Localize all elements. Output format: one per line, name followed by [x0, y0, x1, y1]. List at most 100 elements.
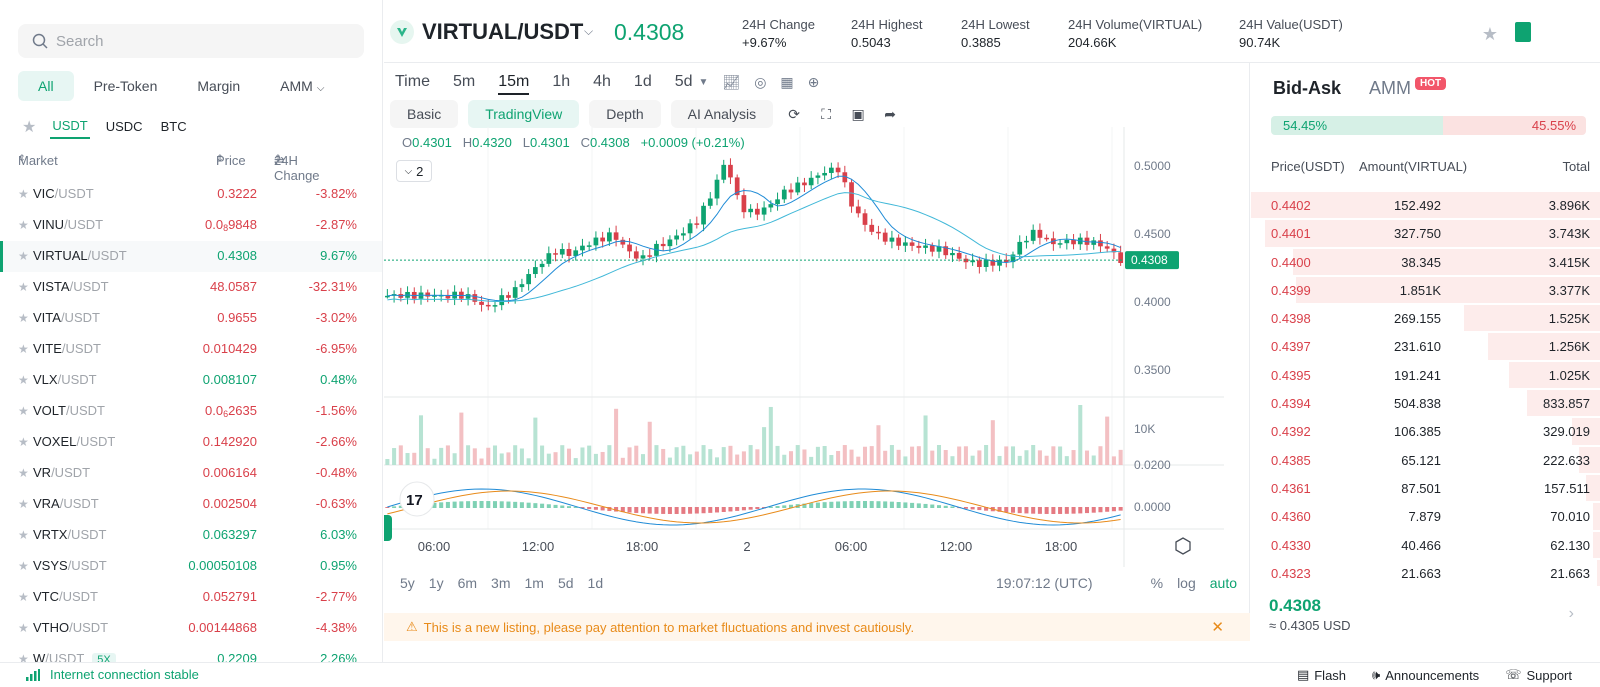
- market-row[interactable]: ★ VR/USDT 0.006164 -0.48%: [0, 458, 382, 489]
- tab-amm[interactable]: AMM HOT: [1369, 77, 1447, 99]
- timeframe-1d[interactable]: 1d: [633, 73, 652, 90]
- chevron-down-icon[interactable]: ⌵: [584, 24, 594, 38]
- favorite-star-icon[interactable]: ★: [18, 280, 29, 294]
- range-5d[interactable]: 5d: [557, 575, 574, 591]
- scale-percent[interactable]: %: [1150, 575, 1164, 591]
- ask-row[interactable]: 0.4399 1.851K 3.377K: [1251, 276, 1600, 304]
- candlestick-chart[interactable]: 0.4308 0.3500 0.4000 0.4500 0.5000 10K 0.0200 0…: [384, 127, 1250, 567]
- quote-tab-btc[interactable]: BTC: [160, 119, 187, 134]
- ask-row[interactable]: 0.4330 40.466 62.130: [1251, 531, 1600, 559]
- range-1m[interactable]: 1m: [524, 575, 544, 591]
- range-5y[interactable]: 5y: [400, 575, 415, 591]
- ask-row[interactable]: 0.4397 231.610 1.256K: [1251, 332, 1600, 360]
- quote-tab-usdc[interactable]: USDC: [105, 119, 143, 134]
- view-basic[interactable]: Basic: [390, 100, 459, 128]
- favorites-star-icon[interactable]: ★: [22, 118, 37, 136]
- favorite-star-icon[interactable]: ★: [18, 652, 29, 662]
- view-depth[interactable]: Depth: [589, 100, 661, 128]
- favorite-star-icon[interactable]: ★: [18, 404, 29, 418]
- favorite-star-icon[interactable]: ★: [18, 342, 29, 356]
- announcements-link[interactable]: 🕪︎ Announcements: [1372, 667, 1479, 683]
- caret-down-icon[interactable]: ▼: [698, 76, 709, 88]
- timeframe-15m[interactable]: 15m: [498, 73, 530, 95]
- favorite-star-icon[interactable]: ★: [18, 497, 29, 511]
- ask-row[interactable]: 0.4400 38.345 3.415K: [1251, 248, 1600, 276]
- market-row[interactable]: ★ VSYS/USDT 0.00050108 0.95%: [0, 551, 382, 582]
- timeframe-time[interactable]: Time: [395, 73, 430, 90]
- view-ai-analysis[interactable]: AI Analysis: [670, 100, 774, 128]
- ask-row[interactable]: 0.4395 191.241 1.025K: [1251, 361, 1600, 389]
- favorite-star-icon[interactable]: ★: [18, 435, 29, 449]
- favorite-star-icon[interactable]: ★: [18, 187, 29, 201]
- favorite-star-icon[interactable]: ★: [18, 621, 29, 635]
- market-row[interactable]: ★ VRA/USDT 0.002504 -0.63%: [0, 489, 382, 520]
- range-3m[interactable]: 3m: [491, 575, 511, 591]
- tab-margin[interactable]: Margin: [197, 78, 241, 94]
- close-icon[interactable]: ✕: [1211, 619, 1224, 636]
- timeframe-4h[interactable]: 4h: [593, 73, 611, 90]
- market-row[interactable]: ★ VOLT/USDT 0.062635 -1.56%: [0, 396, 382, 427]
- tab-all[interactable]: All: [18, 71, 74, 101]
- market-row[interactable]: ★ VLX/USDT 0.008107 0.48%: [0, 365, 382, 396]
- scale-auto[interactable]: auto: [1209, 575, 1237, 591]
- share-icon[interactable]: ➦: [884, 105, 896, 122]
- scale-log[interactable]: log: [1177, 575, 1196, 591]
- favorite-star-icon[interactable]: ★: [18, 218, 29, 232]
- ask-row[interactable]: 0.4323 21.663 21.663: [1251, 559, 1600, 587]
- panel-collapse-handle[interactable]: [384, 515, 392, 541]
- chart-type-icon[interactable]: 📈︎: [722, 73, 741, 90]
- favorite-star-icon[interactable]: ★: [18, 249, 29, 263]
- ask-row[interactable]: 0.4385 65.121 222.633: [1251, 446, 1600, 474]
- favorite-star-icon[interactable]: ★: [18, 559, 29, 573]
- market-row[interactable]: ★ VINU/USDT 0.089848 -2.87%: [0, 210, 382, 241]
- pair-symbol[interactable]: VIRTUAL/USDT: [422, 19, 584, 44]
- market-row[interactable]: ★ VOXEL/USDT 0.142920 -2.66%: [0, 427, 382, 458]
- market-search-input[interactable]: Search: [18, 24, 364, 58]
- range-6m[interactable]: 6m: [457, 575, 478, 591]
- chevron-right-icon[interactable]: ›: [1568, 605, 1574, 622]
- favorite-star-icon[interactable]: ★: [18, 466, 29, 480]
- ask-row[interactable]: 0.4402 152.492 3.896K: [1251, 191, 1600, 219]
- tab-amm[interactable]: AMM ⌵: [260, 71, 344, 101]
- ask-row[interactable]: 0.4394 504.838 833.857: [1251, 389, 1600, 417]
- book-icon[interactable]: [1515, 22, 1531, 42]
- layout-icon[interactable]: ▣: [851, 105, 865, 122]
- timeframe-5m[interactable]: 5m: [452, 73, 476, 90]
- market-row[interactable]: ★ VITE/USDT 0.010429 -6.95%: [0, 334, 382, 365]
- support-link[interactable]: ☏ Support: [1505, 667, 1572, 683]
- favorite-star-icon[interactable]: ★: [18, 528, 29, 542]
- market-row[interactable]: ★ VIC/USDT 0.3222 -3.82%: [0, 179, 382, 210]
- ask-row[interactable]: 0.4398 269.155 1.525K: [1251, 304, 1600, 332]
- fullscreen-icon[interactable]: ⛶: [821, 105, 832, 122]
- market-row[interactable]: ★ VTC/USDT 0.052791 -2.77%: [0, 582, 382, 613]
- ask-row[interactable]: 0.4392 106.385 329.019: [1251, 417, 1600, 445]
- market-row[interactable]: ★ VRTX/USDT 0.063297 6.03%: [0, 520, 382, 551]
- market-row[interactable]: ★ VTHO/USDT 0.00144868 -4.38%: [0, 613, 382, 644]
- quote-tab-usdt[interactable]: USDT: [50, 114, 90, 139]
- timeframe-1h[interactable]: 1h: [552, 73, 571, 90]
- tab-bid-ask[interactable]: Bid-Ask: [1273, 77, 1342, 98]
- ask-row[interactable]: 0.4360 7.879 70.010: [1251, 502, 1600, 530]
- tab-pre-token[interactable]: Pre-Token: [93, 78, 158, 94]
- ask-row[interactable]: 0.4361 87.501 157.511: [1251, 474, 1600, 502]
- range-1y[interactable]: 1y: [428, 575, 444, 591]
- market-row[interactable]: ★ W/USDT 5X 0.2209 2.26%: [0, 644, 382, 662]
- indicator-icon[interactable]: ◎: [754, 73, 767, 90]
- favorite-star-icon[interactable]: ★: [18, 590, 29, 604]
- market-row[interactable]: ★ VIRTUAL/USDT 0.4308 9.67%: [0, 241, 382, 272]
- favorite-star-icon[interactable]: ★: [18, 373, 29, 387]
- range-1d[interactable]: 1d: [587, 575, 604, 591]
- ask-row[interactable]: 0.4401 327.750 3.743K: [1251, 219, 1600, 247]
- favorite-star-icon[interactable]: ★: [1481, 24, 1498, 44]
- favorite-star-icon[interactable]: ★: [18, 311, 29, 325]
- add-plus-icon[interactable]: ⊕: [807, 73, 820, 90]
- flash-link[interactable]: ▤ Flash: [1297, 667, 1346, 683]
- indicator-toggle[interactable]: ⌵ 2: [396, 160, 432, 182]
- market-row[interactable]: ★ VISTA/USDT 48.0587 -32.31%: [0, 272, 382, 303]
- candle-style-icon[interactable]: ▦: [780, 73, 794, 90]
- view-tradingview[interactable]: TradingView: [468, 100, 580, 128]
- refresh-icon[interactable]: ⟳: [788, 105, 800, 122]
- utc-clock[interactable]: 19:07:12 (UTC): [996, 575, 1093, 591]
- timeframe-5d[interactable]: 5d: [674, 73, 693, 90]
- market-row[interactable]: ★ VITA/USDT 0.9655 -3.02%: [0, 303, 382, 334]
